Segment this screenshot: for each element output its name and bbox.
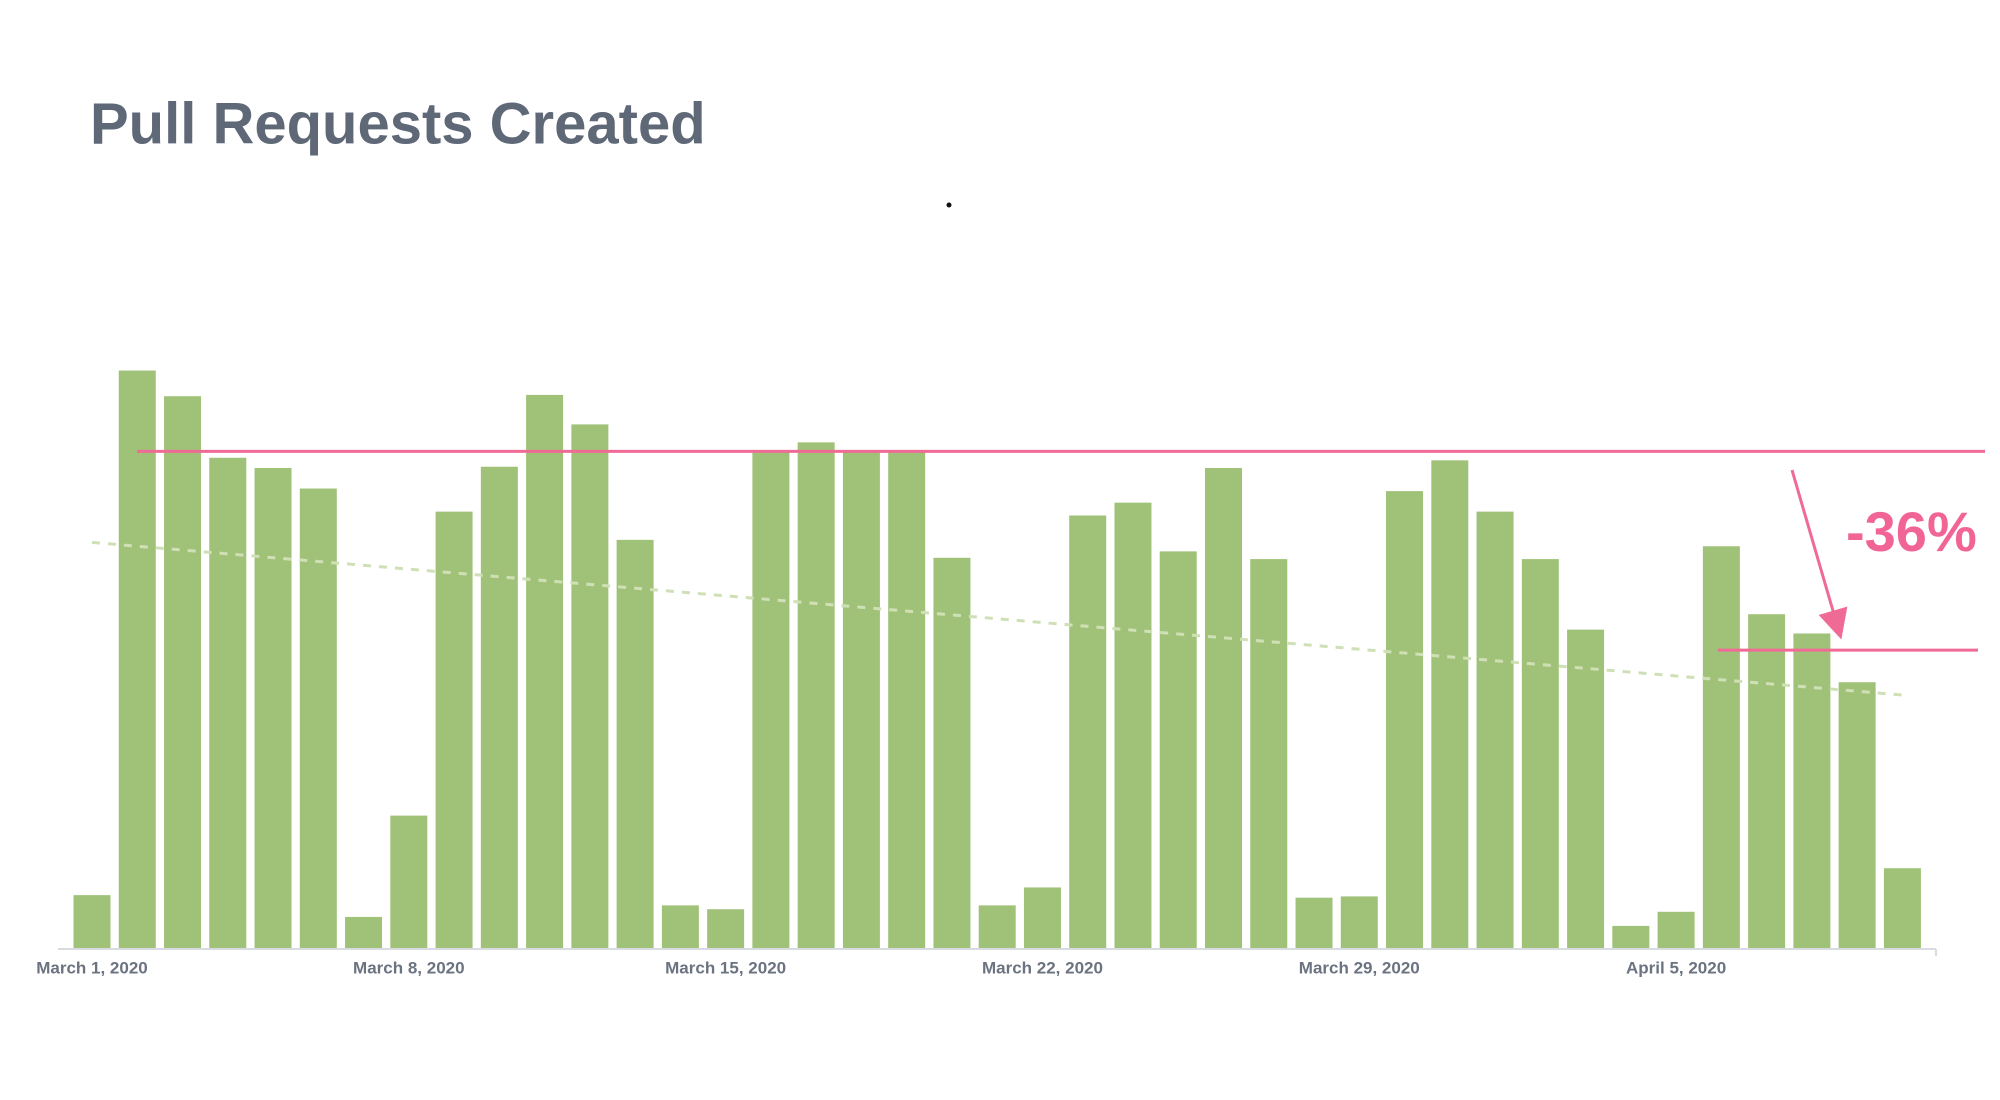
bar (1431, 460, 1469, 949)
bar (1612, 925, 1650, 949)
x-tick-label: March 1, 2020 (36, 958, 148, 977)
bar (1793, 633, 1831, 949)
x-tick-label: March 22, 2020 (982, 958, 1103, 977)
bar (1340, 896, 1378, 949)
x-tick-label: April 5, 2020 (1626, 958, 1726, 977)
bar (1476, 511, 1514, 949)
bar (390, 815, 428, 949)
bar (73, 895, 111, 949)
bar (164, 396, 202, 949)
bar (1838, 682, 1876, 949)
bar (571, 424, 609, 949)
chart-title: Pull Requests Created (90, 91, 706, 156)
x-tick-label: March 15, 2020 (665, 958, 786, 977)
bar (1521, 559, 1559, 949)
bar (888, 450, 926, 949)
trend-line (91, 540, 1903, 697)
bar (1295, 897, 1333, 949)
bar (797, 442, 835, 949)
bar (1114, 502, 1152, 949)
bar (978, 905, 1016, 949)
bar (1205, 468, 1242, 949)
bar (752, 450, 790, 949)
bar (1567, 629, 1605, 949)
bar (1883, 868, 1921, 949)
bar (480, 466, 518, 949)
bar (616, 539, 654, 949)
bar (661, 905, 699, 949)
bar (1250, 559, 1288, 949)
arrow (1790, 469, 1848, 640)
dot (946, 202, 952, 208)
bar (299, 488, 337, 949)
bar (345, 916, 383, 949)
bar (209, 457, 247, 949)
bar (1069, 515, 1107, 949)
bar (1657, 911, 1695, 949)
bar (435, 511, 473, 949)
bar (118, 370, 156, 950)
x-tick-label: March 29, 2020 (1299, 958, 1420, 977)
bar (1386, 491, 1424, 949)
annotation: -36% (1846, 500, 1977, 563)
bar (842, 450, 880, 949)
bar (1023, 887, 1061, 949)
bar (933, 557, 971, 949)
bar (526, 394, 564, 949)
bar (1748, 614, 1786, 949)
bar (254, 468, 292, 949)
bar (707, 909, 745, 949)
bar (1702, 546, 1740, 949)
x-tick-label: March 8, 2020 (353, 958, 465, 977)
bar (1159, 551, 1197, 949)
